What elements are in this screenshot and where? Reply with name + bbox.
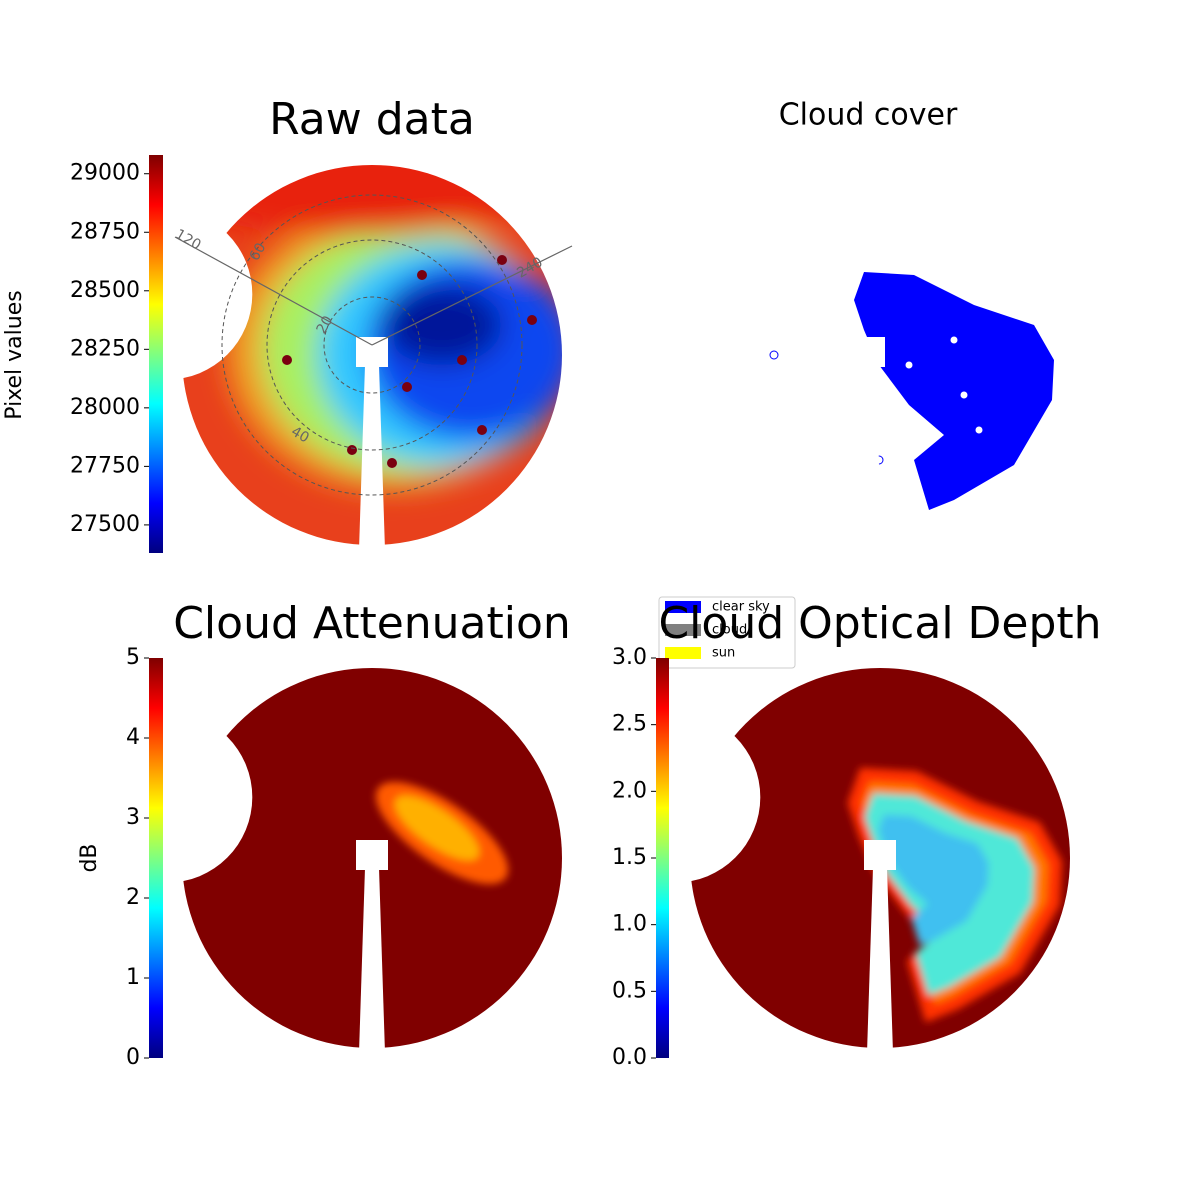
hot-spot [347,445,357,455]
polar-spoke [371,245,573,346]
colorbar-tick-label: 1.0 [612,912,647,937]
panel-title: Cloud cover [779,98,958,133]
colorbar-tick-label: 3.0 [612,645,647,670]
colorbar-tick-label: 28000 [70,395,140,420]
polar-ring [221,194,523,496]
cloud-hole [874,455,884,465]
colorbar-tick-label: 1 [126,965,140,990]
panel-title: Cloud Optical Depth [658,598,1101,649]
colorbar-tick-label: 28250 [70,336,140,361]
legend-swatch [665,647,701,659]
colorbar-tick-label: 5 [126,645,140,670]
panel-image [182,668,562,1048]
colorbar-tick-label: 27750 [70,453,140,478]
colorbar-tick-label: 2.5 [612,712,647,737]
panel-image [690,668,1070,1048]
panel-image [152,125,577,545]
hot-spot [477,425,487,435]
colorbar [656,658,669,1058]
colorbar-tick-label: 4 [126,725,140,750]
cloud-hole [974,425,984,435]
panel-title: Raw data [269,94,475,145]
hot-spot [497,255,507,265]
legend-swatch [665,601,701,613]
image-blobs [847,767,1063,1023]
blob-core [878,814,989,946]
panel-title: Cloud Attenuation [173,598,571,649]
hot-spot [457,355,467,365]
colorbar [149,155,163,553]
polar-label: 60 [247,240,270,263]
blob [394,795,480,861]
image-blobs [152,125,577,490]
colorbar [149,658,163,1058]
clear-region [854,272,1054,510]
polar-spoke [174,236,373,346]
hot-spot [417,270,427,280]
colorbar-tick-label: 0 [126,1045,140,1070]
colorbar-tick-label: 2 [126,885,140,910]
cloud-hole [949,335,959,345]
colorbar-label: dB [77,843,102,872]
blob [382,285,502,365]
hot-spot [402,382,412,392]
cloud-hole [959,390,969,400]
hot-spot [527,315,537,325]
colorbar-tick-label: 28500 [70,278,140,303]
colorbar-tick-label: 0.0 [612,1045,647,1070]
colorbar-tick-label: 27500 [70,512,140,537]
legend-swatch [665,624,701,636]
polar-label: 40 [288,424,311,447]
hot-spot [282,355,292,365]
image-blobs [375,781,509,885]
cloud-hole [904,360,914,370]
blob [152,125,552,235]
legend-label: clear sky [712,600,770,615]
legend-label: sun [712,646,735,661]
polar-ring [266,239,478,451]
polar-ring [323,296,421,394]
colorbar-tick-label: 29000 [70,161,140,186]
hot-spot [387,458,397,468]
colorbar-tick-label: 2.0 [612,778,647,803]
colorbar-tick-label: 28750 [70,219,140,244]
cloud-hole [769,350,779,360]
colorbar-tick-label: 3 [126,805,140,830]
colorbar-tick-label: 0.5 [612,978,647,1003]
colorbar-label: Pixel values [2,290,27,419]
legend-label: cloud [712,623,747,638]
polar-label: 20 [314,313,337,336]
panel-image [664,150,1074,560]
colorbar-tick-label: 1.5 [612,845,647,870]
